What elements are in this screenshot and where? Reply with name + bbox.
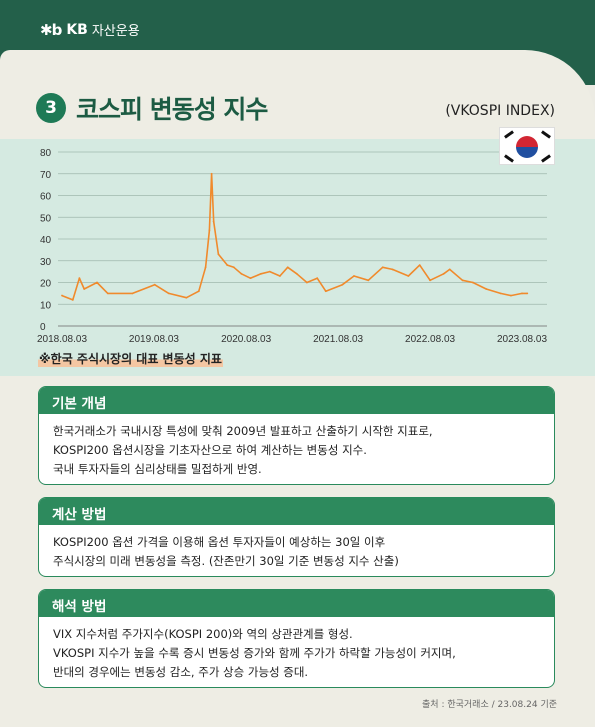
vkospi-data-point — [485, 288, 488, 290]
kb-logo: ✱b KB 자산운용 — [40, 20, 140, 40]
vkospi-data-point — [153, 283, 156, 286]
brand-name: KB — [66, 21, 88, 38]
method-box: 계산 방법 KOSPI200 옵션 가격을 이용해 옵션 투자자들이 예상하는 … — [38, 497, 555, 577]
vkospi-data-point — [232, 266, 235, 269]
x-tick-label: 2018.08.03 — [37, 334, 87, 345]
y-tick-label: 30 — [40, 257, 52, 268]
interpretation-line: VIX 지수처럼 주가지수(KOSPI 200)와 역의 상관관계를 형성. — [53, 627, 353, 641]
y-tick-label: 80 — [40, 148, 52, 159]
vkospi-data-point — [260, 272, 262, 275]
vkospi-data-point — [341, 283, 344, 286]
vkospi-data-point — [83, 288, 86, 290]
y-tick-label: 60 — [40, 192, 52, 203]
concept-line: 국내 투자자들의 심리상태를 밀접하게 반영. — [53, 462, 262, 476]
source-text: 출처 : 한국거래소 / 23.08.24 기준 — [422, 700, 557, 710]
vkospi-data-point — [71, 299, 74, 301]
vkospi-data-point — [240, 272, 243, 275]
vkospi-data-point — [305, 281, 308, 284]
vkospi-data-point — [286, 266, 289, 269]
y-tick-label: 70 — [40, 170, 52, 181]
method-line: 주식시장의 미래 변동성을 측정. (잔존만기 30일 기준 변동성 지수 산출… — [53, 554, 399, 568]
section-number: 3 — [36, 93, 66, 123]
vkospi-data-point — [185, 296, 188, 299]
concept-line: KOSPI200 옵션시장을 기초자산으로 하여 계산하는 변동성 지수. — [53, 443, 367, 457]
vkospi-data-point — [324, 290, 327, 293]
method-line: KOSPI200 옵션 가격을 이용해 옵션 투자자들이 예상하는 30일 이후 — [53, 535, 386, 549]
concept-heading: 기본 개념 — [39, 387, 554, 414]
kb-star-icon: ✱b — [40, 20, 62, 39]
vkospi-data-point — [279, 275, 281, 277]
vkospi-data-point — [418, 264, 421, 266]
page-title: 코스피 변동성 지수 — [76, 95, 268, 124]
vkospi-data-point — [204, 266, 207, 269]
y-tick-label: 40 — [40, 235, 52, 246]
index-subtitle: (VKOSPI INDEX) — [445, 103, 555, 119]
vkospi-data-point — [471, 281, 474, 284]
vkospi-data-point — [367, 279, 370, 282]
vkospi-data-point — [212, 220, 215, 223]
y-tick-label: 50 — [40, 213, 52, 224]
brand-sub: 자산운용 — [91, 24, 140, 39]
vkospi-data-point — [521, 292, 523, 295]
vkospi-data-point — [197, 290, 200, 293]
vkospi-data-point — [96, 281, 98, 284]
vkospi-data-point — [295, 272, 298, 275]
vkospi-data-point — [226, 264, 229, 266]
y-tick-label: 20 — [40, 279, 52, 290]
vkospi-data-point — [381, 266, 384, 269]
vkospi-data-point — [78, 277, 81, 280]
vkospi-data-point — [217, 253, 220, 256]
vkospi-data-point — [268, 270, 271, 273]
vkospi-data-point — [407, 275, 410, 277]
vkospi-data-point — [208, 229, 211, 232]
vkospi-data-point — [210, 172, 213, 175]
chart-background — [0, 139, 595, 376]
interpretation-line: VKOSPI 지수가 높을 수록 증시 변동성 증가와 함께 주가가 하락할 가… — [53, 646, 456, 660]
x-tick-label: 2022.08.03 — [405, 334, 455, 345]
x-tick-label: 2021.08.03 — [313, 334, 363, 345]
y-tick-label: 10 — [40, 300, 52, 311]
vkospi-data-point — [106, 292, 109, 295]
x-tick-label: 2023.08.03 — [497, 334, 547, 345]
x-tick-label: 2019.08.03 — [129, 334, 179, 345]
concept-line: 한국거래소가 국내시장 특성에 맞춰 2009년 발표하고 산출하기 시작한 지… — [53, 424, 433, 438]
vkospi-data-point — [316, 277, 319, 280]
vkospi-data-point — [131, 292, 134, 295]
concept-box: 기본 개념 한국거래소가 국내시장 특성에 맞춰 2009년 발표하고 산출하기… — [38, 386, 555, 485]
vkospi-data-point — [249, 277, 252, 280]
y-tick-label: 0 — [40, 322, 46, 333]
interpretation-heading: 해석 방법 — [39, 590, 554, 617]
interpretation-line: 반대의 경우에는 변동성 감소, 주가 상승 가능성 증대. — [53, 665, 309, 679]
vkospi-data-point — [442, 272, 445, 275]
korea-flag-icon — [499, 127, 555, 165]
vkospi-data-point — [61, 294, 63, 297]
vkospi-data-point — [391, 268, 394, 271]
vkospi-data-point — [526, 292, 529, 295]
method-heading: 계산 방법 — [39, 498, 554, 525]
vkospi-series-line — [61, 172, 528, 301]
vkospi-data-point — [510, 294, 512, 297]
vkospi-data-point — [499, 292, 502, 295]
interpretation-box: 해석 방법 VIX 지수처럼 주가지수(KOSPI 200)와 역의 상관관계를… — [38, 589, 555, 688]
section-title: 3 코스피 변동성 지수 — [36, 90, 268, 126]
vkospi-data-point — [448, 268, 451, 271]
vkospi-data-point — [167, 292, 170, 295]
vkospi-data-point — [461, 279, 464, 282]
vkospi-data-point — [353, 275, 355, 277]
chart-note: ※한국 주식시장의 대표 변동성 지표 — [38, 350, 223, 367]
vkospi-line-chart: 0 10 20 30 40 50 60 70 80 2018.08.03 2019.08.03 202… — [37, 148, 547, 345]
vkospi-data-point — [429, 279, 431, 282]
x-tick-label: 2020.08.03 — [221, 334, 271, 345]
